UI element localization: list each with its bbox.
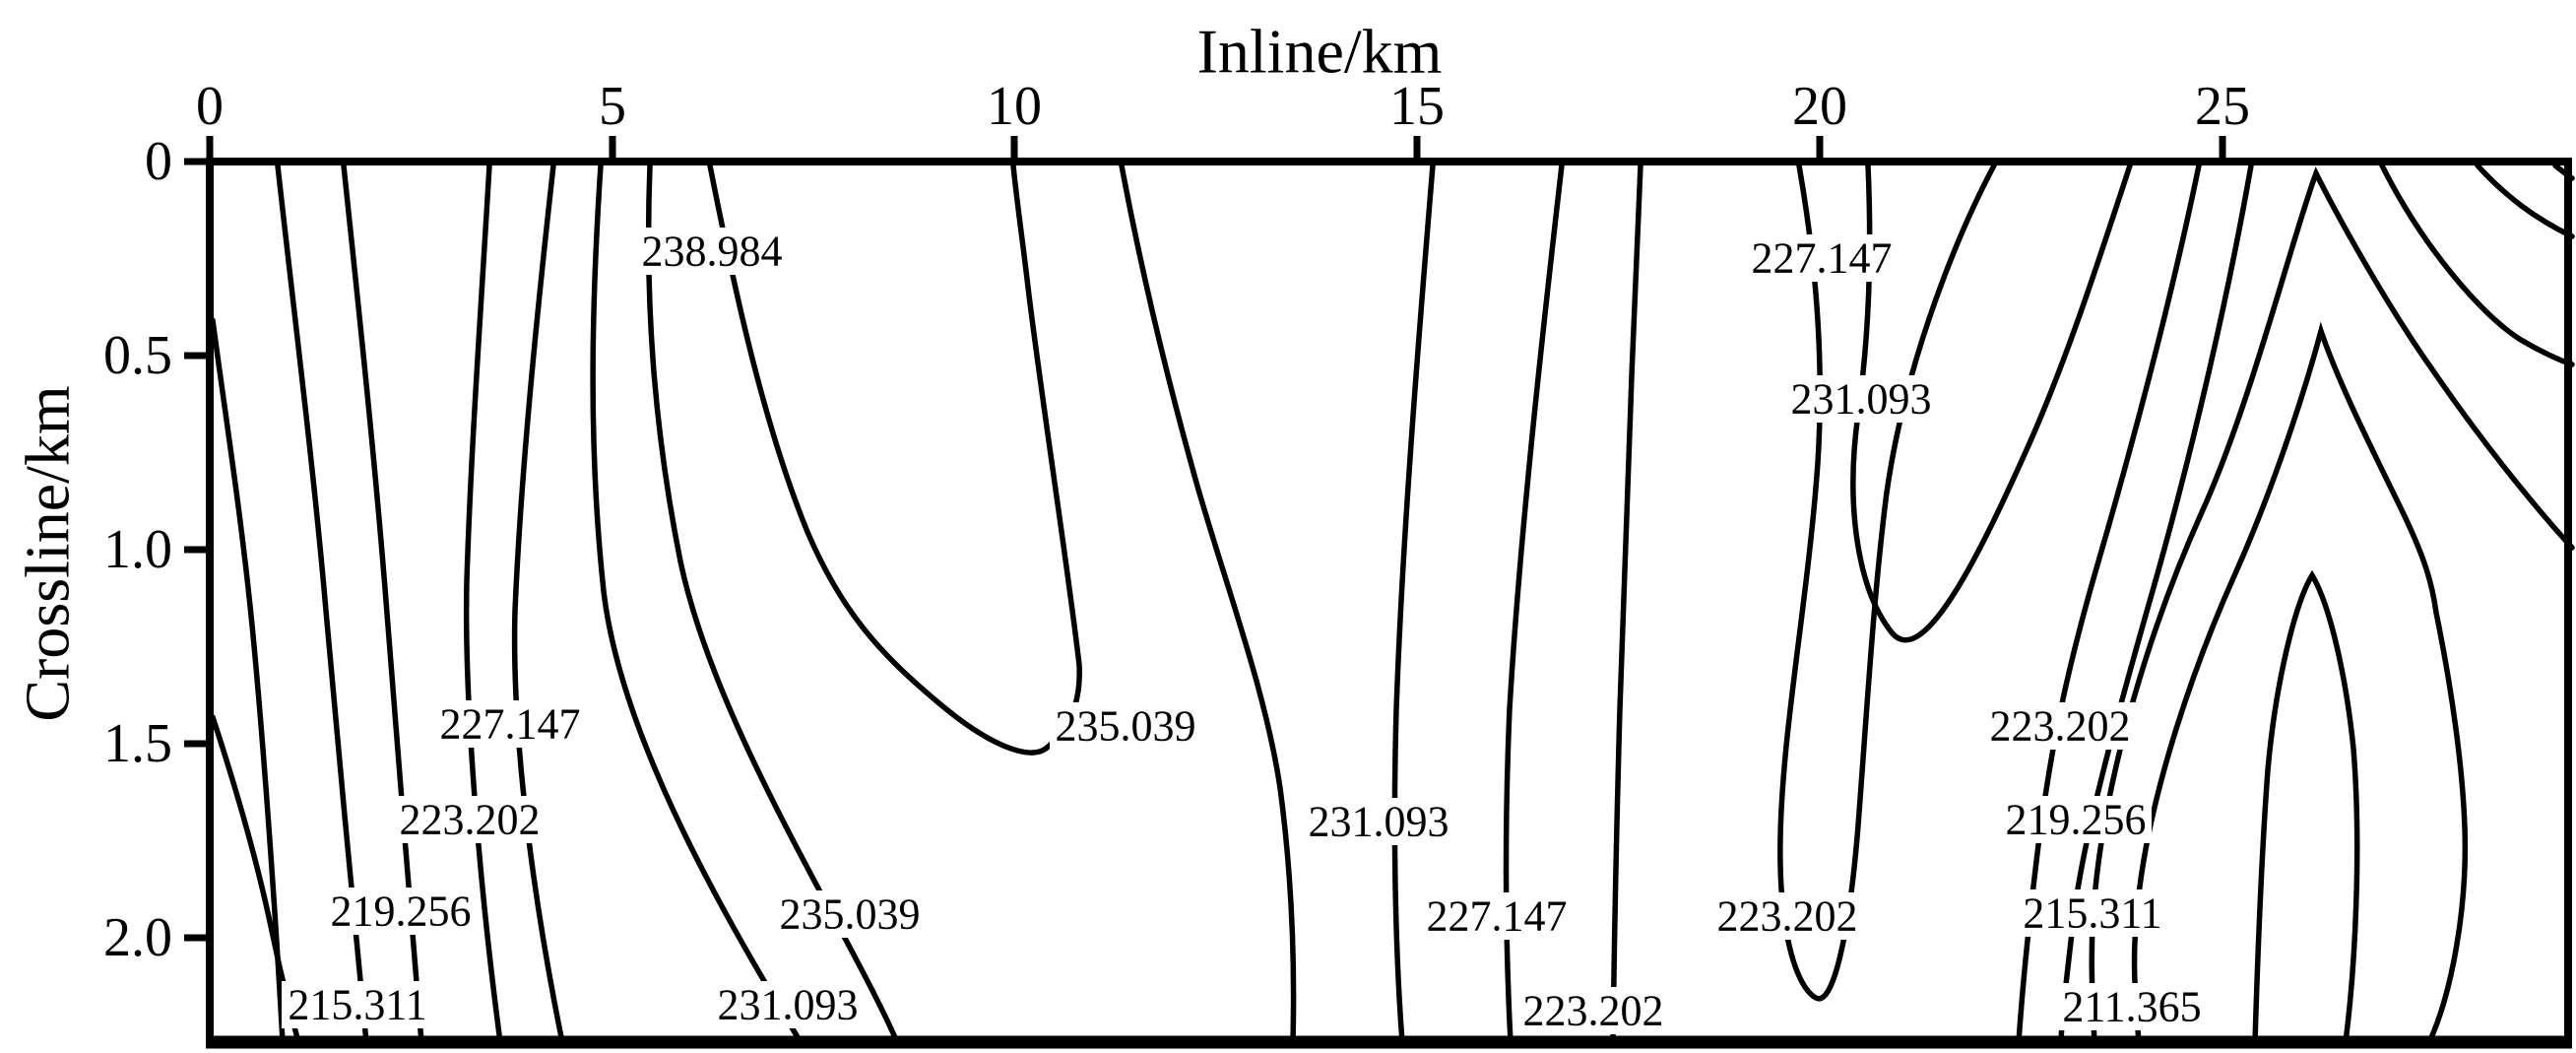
contour-line	[463, 163, 503, 1045]
contour-label-mask	[636, 228, 788, 275]
contour-label: 231.093	[1791, 375, 1932, 424]
contour-label-mask	[1785, 375, 1937, 423]
contour-label-mask	[712, 981, 864, 1028]
contour-label: 215.311	[288, 981, 426, 1029]
contour-label: 215.311	[2023, 889, 2161, 938]
contour-label-mask	[2056, 983, 2208, 1030]
contour-label-mask	[1746, 234, 1898, 282]
contour-line	[210, 317, 286, 1045]
contour-label-mask	[1517, 987, 1669, 1034]
contour-label: 227.147	[440, 700, 581, 749]
contour-label-mask	[434, 700, 586, 748]
contour-line	[1777, 163, 1997, 1002]
contour-line	[2089, 166, 2575, 1045]
contour-label-mask	[1303, 798, 1454, 845]
contour-label: 238.984	[642, 228, 783, 276]
contour-label-mask	[282, 981, 433, 1028]
x-tick-label: 10	[987, 76, 1042, 137]
y-tick-label: 0	[145, 131, 172, 192]
contour-line	[1119, 163, 1297, 1045]
y-tick-label: 1.5	[103, 713, 172, 774]
contour-label: 219.256	[331, 888, 472, 936]
contour-line	[707, 163, 1082, 756]
contour-label: 235.039	[1056, 702, 1196, 751]
x-tick-label: 15	[1389, 76, 1445, 137]
contour-label-mask	[1711, 892, 1863, 940]
contour-line	[2131, 321, 2469, 1045]
contour-label-mask	[2017, 889, 2168, 937]
contour-label: 227.147	[1427, 892, 1568, 941]
x-tick-label: 25	[2195, 76, 2250, 137]
contour-line	[1850, 163, 2133, 643]
contour-line	[2058, 163, 2254, 1045]
contour-label-mask	[1421, 892, 1573, 940]
y-tick-label: 2.0	[103, 907, 172, 968]
contour-label-mask	[325, 888, 477, 935]
contour-label-mask	[394, 796, 546, 843]
contour-line	[1610, 163, 1643, 1045]
contour-label: 211.365	[2062, 983, 2201, 1031]
x-axis-title: Inline/km	[1197, 17, 1443, 87]
x-tick-label: 5	[599, 76, 626, 137]
contour-label: 231.093	[718, 981, 859, 1029]
contour-label: 219.256	[2006, 796, 2147, 844]
contour-label: 223.202	[1990, 702, 2131, 751]
plot-frame	[206, 158, 2572, 1046]
y-tick-label: 1.0	[103, 519, 172, 580]
contour-label: 227.147	[1752, 234, 1893, 283]
contour-line	[590, 163, 804, 1045]
contour-line	[2252, 569, 2360, 1045]
y-tick-label: 0.5	[103, 325, 172, 386]
contour-label-mask	[1050, 702, 1201, 750]
contour-label-mask	[2000, 796, 2152, 843]
contour-line	[1503, 163, 1565, 1045]
contour-label-mask	[1984, 702, 2136, 750]
contour-label: 223.202	[400, 796, 541, 844]
contour-label: 223.202	[1717, 892, 1858, 941]
x-tick-label: 0	[196, 76, 224, 137]
contour-label: 235.039	[780, 890, 921, 939]
contour-line	[511, 163, 565, 1045]
contour-line	[2475, 163, 2575, 239]
x-tick-label: 20	[1792, 76, 1847, 137]
y-axis-title: Crossline/km	[13, 385, 83, 721]
contour-label: 223.202	[1523, 987, 1664, 1035]
contour-label: 231.093	[1309, 798, 1449, 846]
contour-line	[2379, 163, 2575, 367]
contour-line	[1391, 163, 1436, 1045]
contour-label-mask	[774, 890, 926, 938]
